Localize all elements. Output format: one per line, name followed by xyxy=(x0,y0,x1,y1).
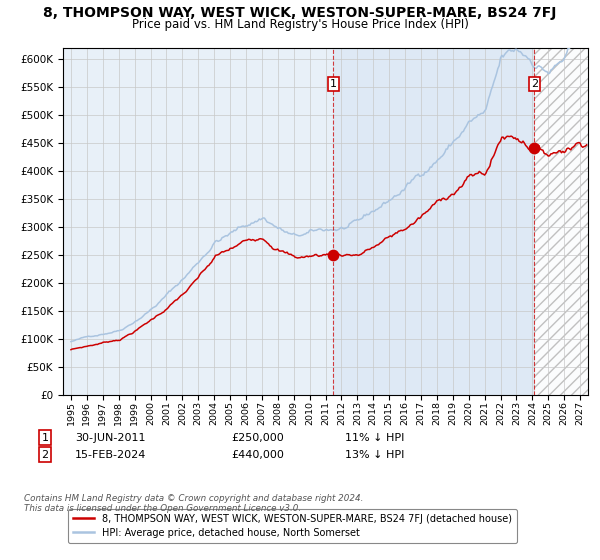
Text: 1: 1 xyxy=(330,79,337,89)
Text: 13% ↓ HPI: 13% ↓ HPI xyxy=(345,450,404,460)
Text: £440,000: £440,000 xyxy=(231,450,284,460)
Point xyxy=(329,250,338,259)
Text: 1: 1 xyxy=(41,433,49,443)
Text: £250,000: £250,000 xyxy=(231,433,284,443)
Bar xyxy=(534,48,588,395)
Text: Contains HM Land Registry data © Crown copyright and database right 2024.
This d: Contains HM Land Registry data © Crown c… xyxy=(24,494,364,514)
Text: 15-FEB-2024: 15-FEB-2024 xyxy=(75,450,146,460)
Text: 11% ↓ HPI: 11% ↓ HPI xyxy=(345,433,404,443)
Text: 2: 2 xyxy=(41,450,49,460)
Text: 8, THOMPSON WAY, WEST WICK, WESTON-SUPER-MARE, BS24 7FJ: 8, THOMPSON WAY, WEST WICK, WESTON-SUPER… xyxy=(43,6,557,20)
Text: 30-JUN-2011: 30-JUN-2011 xyxy=(75,433,146,443)
Point xyxy=(529,144,539,153)
Bar xyxy=(534,48,588,395)
Bar xyxy=(334,48,534,395)
Legend: 8, THOMPSON WAY, WEST WICK, WESTON-SUPER-MARE, BS24 7FJ (detached house), HPI: A: 8, THOMPSON WAY, WEST WICK, WESTON-SUPER… xyxy=(68,509,517,543)
Text: 2: 2 xyxy=(530,79,538,89)
Text: Price paid vs. HM Land Registry's House Price Index (HPI): Price paid vs. HM Land Registry's House … xyxy=(131,18,469,31)
